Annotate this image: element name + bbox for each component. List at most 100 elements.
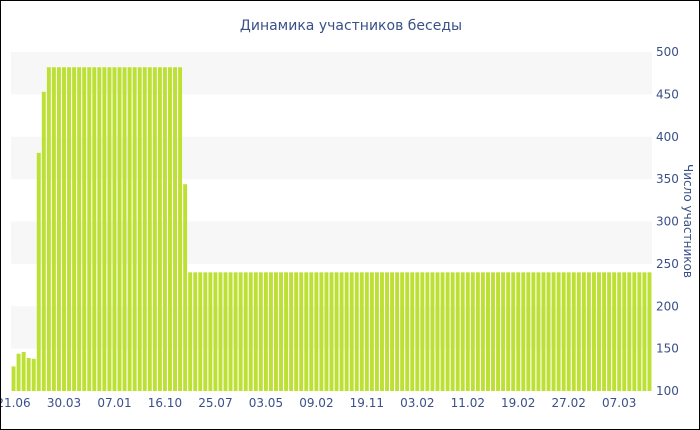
- x-tick-label: 19.02: [501, 396, 535, 410]
- bar: [496, 272, 501, 391]
- y-tick-label: 300: [656, 215, 679, 229]
- bar: [46, 67, 51, 391]
- bar: [56, 67, 61, 391]
- x-tick-label: 03.02: [400, 396, 434, 410]
- bar: [521, 272, 526, 391]
- bar: [455, 272, 460, 391]
- bar: [122, 67, 127, 391]
- bar: [607, 272, 612, 391]
- bar: [319, 272, 324, 391]
- bar: [642, 272, 647, 391]
- bar: [248, 272, 253, 391]
- bar: [349, 272, 354, 391]
- bar: [647, 272, 652, 391]
- x-tick-label: 07.01: [97, 396, 131, 410]
- y-tick-label: 200: [656, 299, 679, 313]
- y-axis-label: Число участников: [681, 164, 695, 278]
- bar: [223, 272, 228, 391]
- x-tick-label: 07.03: [602, 396, 636, 410]
- y-tick-label: 100: [656, 384, 679, 398]
- bar: [369, 272, 374, 391]
- x-tick-label: 25.07: [198, 396, 232, 410]
- bar: [329, 272, 334, 391]
- bar: [475, 272, 480, 391]
- bar: [218, 272, 223, 391]
- bar: [87, 67, 92, 391]
- y-tick-label: 400: [656, 130, 679, 144]
- bar: [314, 272, 319, 391]
- bar: [591, 272, 596, 391]
- bar: [11, 366, 16, 391]
- bar: [213, 272, 218, 391]
- bar: [531, 272, 536, 391]
- bar: [198, 272, 203, 391]
- y-tick-label: 250: [656, 257, 679, 271]
- bar: [586, 272, 591, 391]
- bar: [460, 272, 465, 391]
- bar: [41, 91, 46, 391]
- bar: [339, 272, 344, 391]
- bar: [51, 67, 56, 391]
- bar: [637, 272, 642, 391]
- bar: [284, 272, 289, 391]
- bar: [410, 272, 415, 391]
- bar: [617, 272, 622, 391]
- bar: [354, 272, 359, 391]
- bar: [430, 272, 435, 391]
- grid-band: [11, 221, 652, 264]
- bar: [405, 272, 410, 391]
- bar: [299, 272, 304, 391]
- bar: [556, 272, 561, 391]
- x-tick-label: 03.05: [249, 396, 283, 410]
- bar: [82, 67, 87, 391]
- bar: [561, 272, 566, 391]
- x-tick-label: 11.02: [451, 396, 485, 410]
- bar: [450, 272, 455, 391]
- bar: [470, 272, 475, 391]
- bar: [385, 272, 389, 391]
- y-tick-label: 500: [656, 45, 679, 59]
- x-tick-label: 16.10: [148, 396, 182, 410]
- bar: [67, 67, 72, 391]
- bar: [390, 272, 395, 391]
- bar: [62, 67, 66, 391]
- bar: [157, 67, 162, 391]
- bar: [188, 272, 193, 391]
- bar: [274, 272, 278, 391]
- bar: [152, 67, 157, 391]
- bar: [183, 184, 188, 391]
- bar: [571, 272, 576, 391]
- bar: [16, 353, 21, 391]
- bar: [208, 272, 213, 391]
- bar: [344, 272, 349, 391]
- bar: [435, 272, 440, 391]
- bar: [203, 272, 208, 391]
- bar: [112, 67, 117, 391]
- bar: [309, 272, 314, 391]
- bar: [193, 272, 198, 391]
- bar: [253, 272, 258, 391]
- bar: [425, 272, 430, 391]
- bar: [506, 272, 511, 391]
- bar: [541, 272, 546, 391]
- x-tick-label: 09.02: [299, 396, 333, 410]
- bar: [294, 272, 299, 391]
- bar: [238, 272, 243, 391]
- bar: [72, 67, 77, 391]
- bar: [142, 67, 147, 391]
- bar: [324, 272, 329, 391]
- bar: [31, 358, 36, 391]
- bar: [137, 67, 142, 391]
- bar: [576, 272, 581, 391]
- bar: [26, 357, 31, 391]
- x-tick-label: 30.03: [47, 396, 81, 410]
- x-tick-label: 19.11: [350, 396, 384, 410]
- bar: [364, 272, 369, 391]
- bar: [440, 272, 445, 391]
- bar: [516, 272, 521, 391]
- bar: [173, 67, 178, 391]
- bar: [36, 152, 41, 391]
- bar: [228, 272, 233, 391]
- bar: [132, 67, 137, 391]
